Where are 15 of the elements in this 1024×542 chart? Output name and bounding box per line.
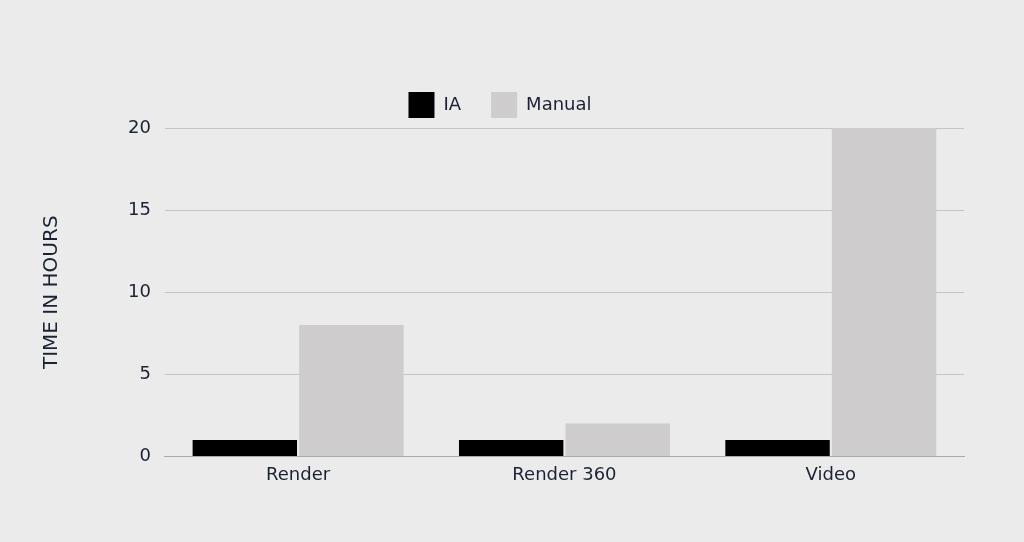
y-tick-label: 15 — [128, 197, 151, 219]
bar — [725, 439, 830, 456]
x-tick-label: Render — [266, 462, 331, 484]
x-tick-label: Render 360 — [512, 462, 617, 484]
bar — [192, 439, 298, 456]
x-tick-label: Video — [805, 462, 857, 484]
legend-label: IA — [443, 92, 462, 114]
y-axis-title: TIME IN HOURS — [38, 215, 63, 370]
y-tick-label: 20 — [128, 115, 151, 137]
y-tick-label: 10 — [128, 279, 151, 301]
bar — [458, 439, 564, 456]
y-tick-label: 0 — [139, 444, 151, 466]
bar — [565, 423, 670, 456]
legend-label: Manual — [526, 92, 592, 114]
y-tick-label: 5 — [139, 361, 151, 383]
